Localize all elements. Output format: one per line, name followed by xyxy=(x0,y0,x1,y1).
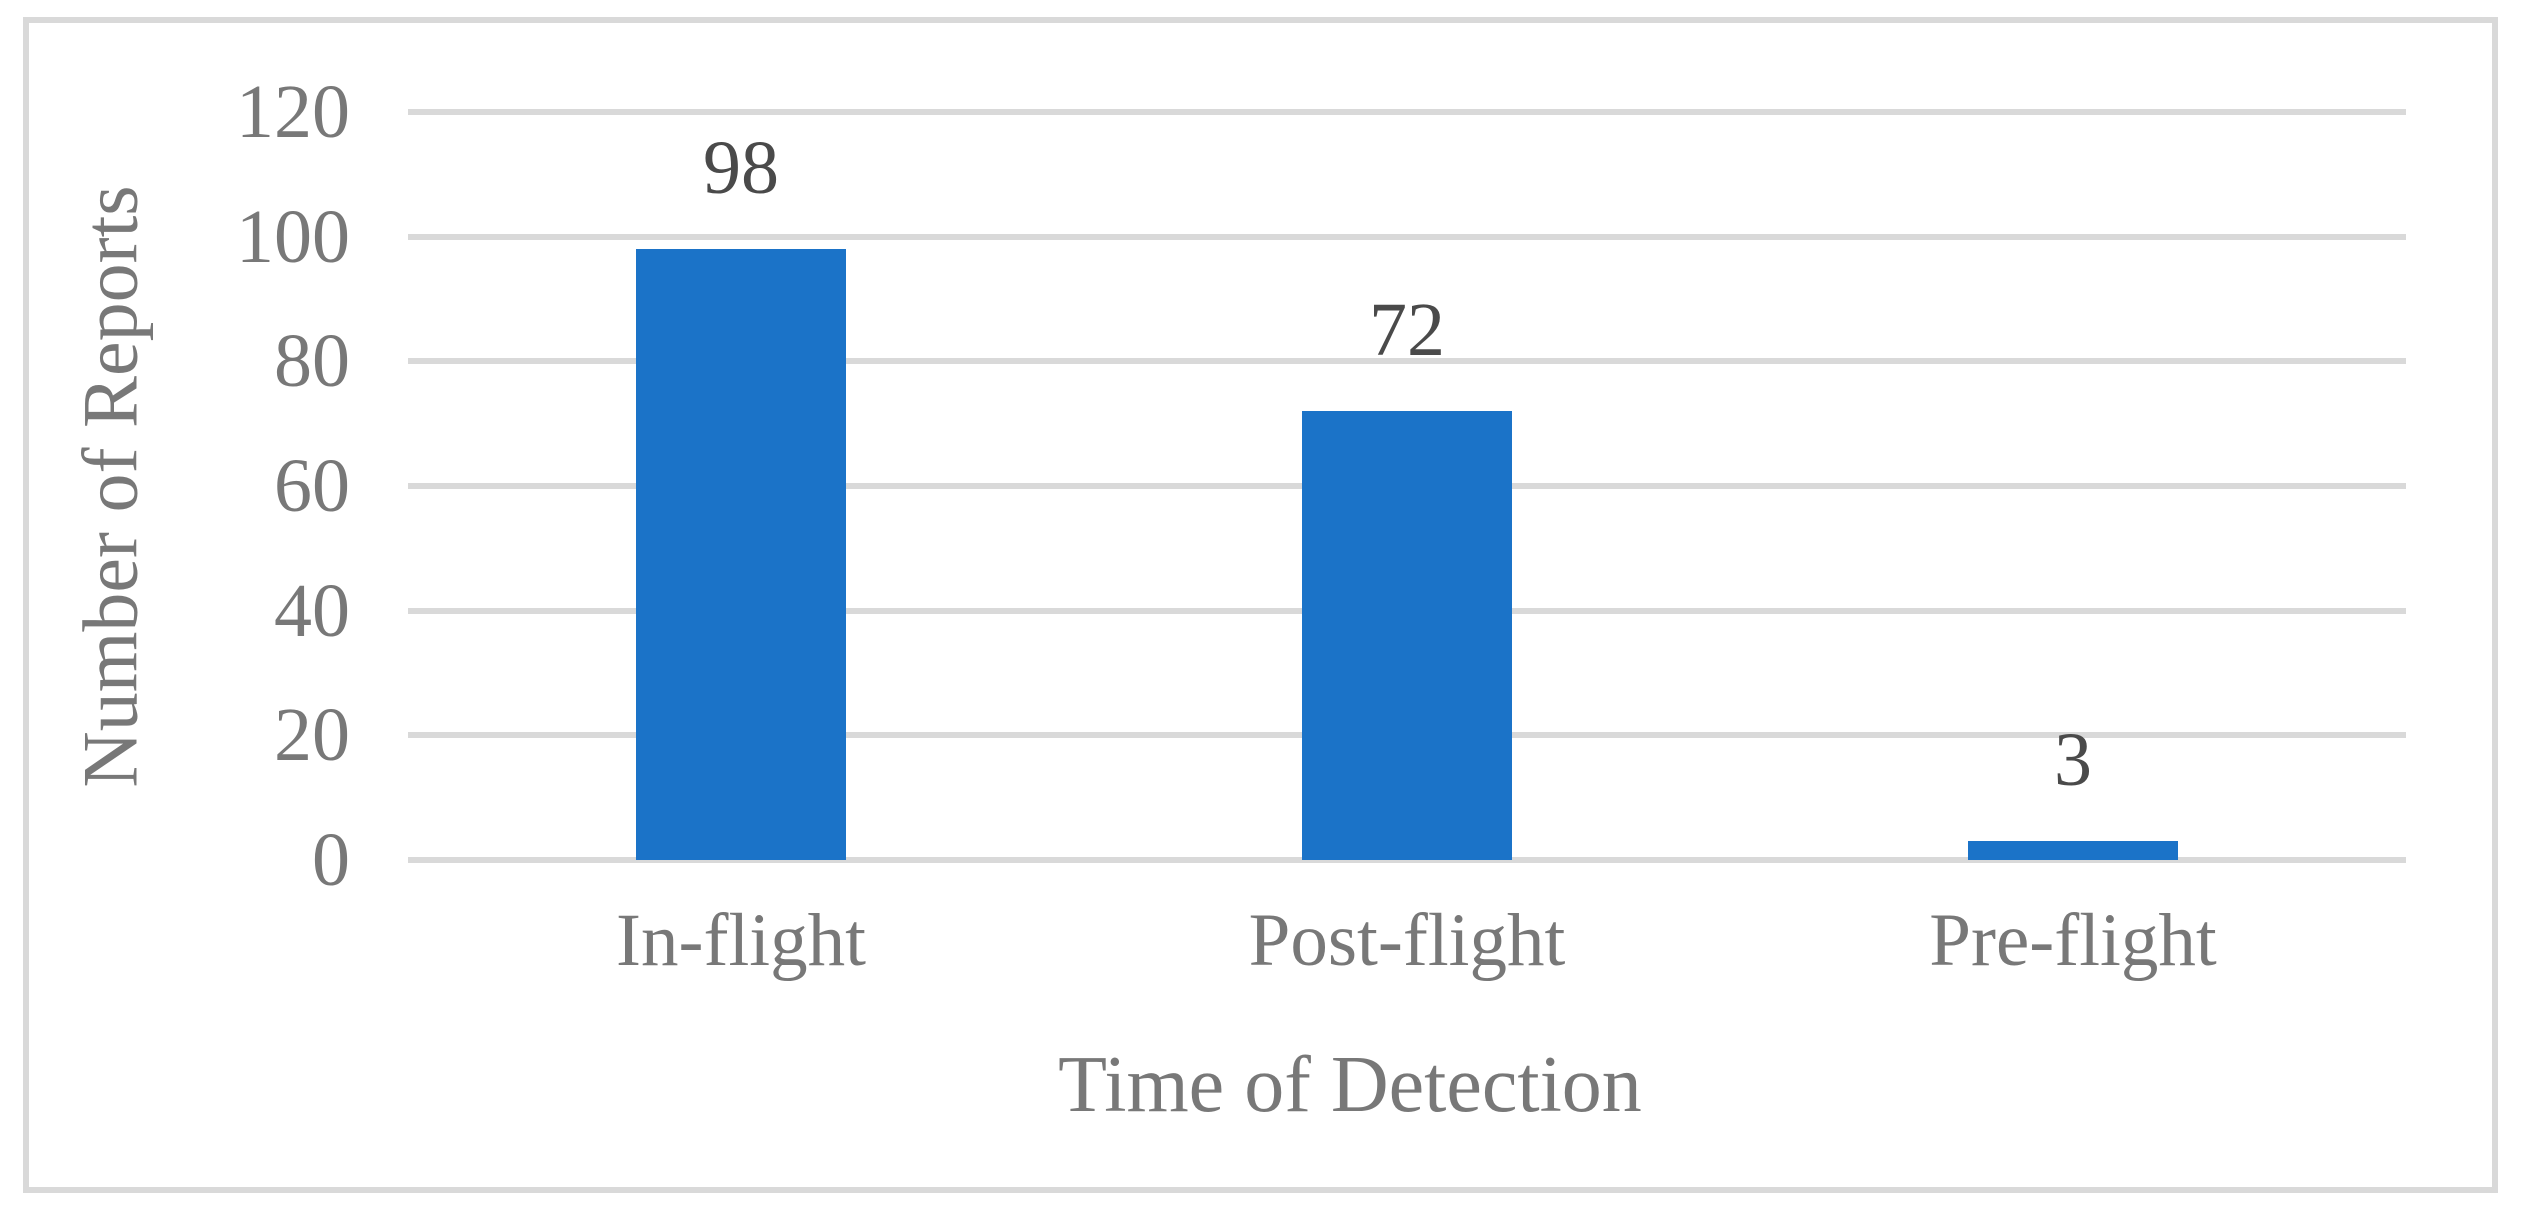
chart-outer-frame xyxy=(23,17,2498,1193)
gridline-y-80 xyxy=(408,358,2406,365)
y-tick-label: 120 xyxy=(236,70,350,154)
x-axis-title: Time of Detection xyxy=(1058,1041,1642,1129)
data-label-pre-flight: 3 xyxy=(2054,718,2092,803)
gridline-y-120 xyxy=(408,109,2406,115)
y-tick-label: 60 xyxy=(274,444,350,528)
y-tick-label: 40 xyxy=(274,568,350,653)
bar-in-flight xyxy=(636,249,846,860)
data-label-in-flight: 98 xyxy=(703,126,779,211)
y-tick-label: 0 xyxy=(312,818,350,902)
data-label-post-flight: 72 xyxy=(1369,288,1445,373)
y-tick-label: 20 xyxy=(274,693,350,778)
x-category-label-in-flight: In-flight xyxy=(616,899,866,982)
gridline-y-0 xyxy=(408,857,2406,863)
x-category-label-pre-flight: Pre-flight xyxy=(1929,899,2217,982)
gridline-y-100 xyxy=(408,233,2406,240)
bar-post-flight xyxy=(1302,411,1512,860)
y-tick-label: 100 xyxy=(236,194,350,279)
y-axis-title: Number of Reports xyxy=(66,185,154,788)
bar-pre-flight xyxy=(1968,841,2178,860)
x-category-label-post-flight: Post-flight xyxy=(1248,899,1566,982)
y-tick-label: 80 xyxy=(274,319,350,404)
